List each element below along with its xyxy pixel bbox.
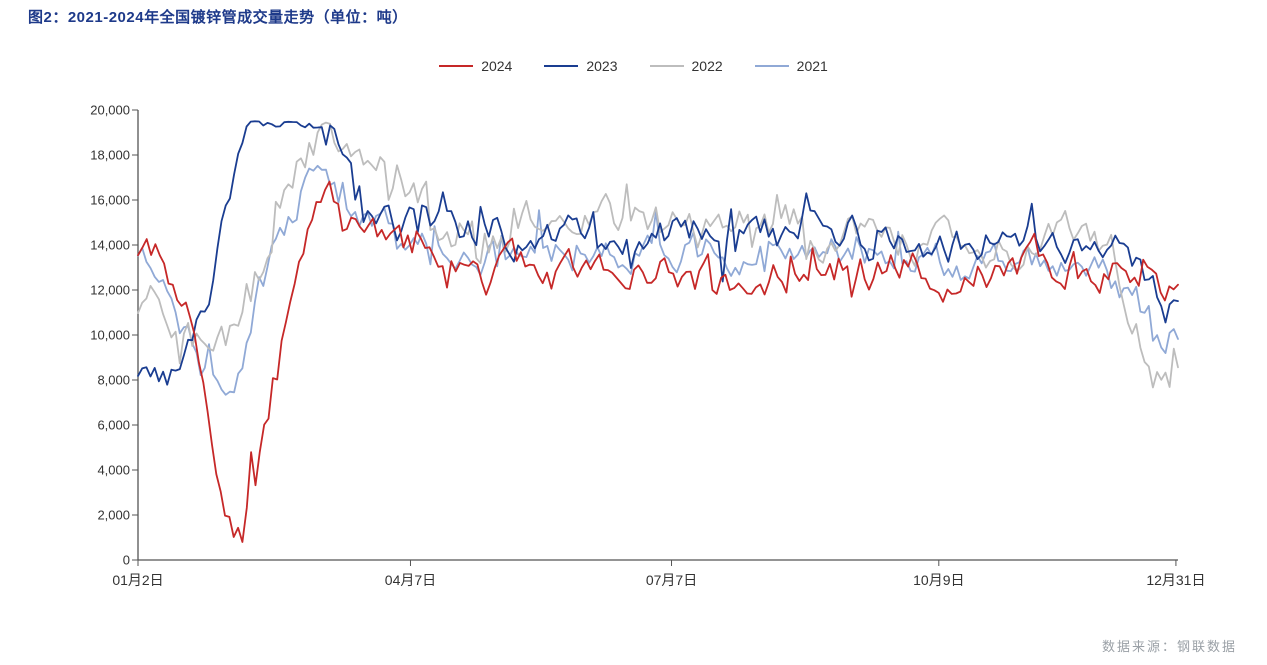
legend-item: 2022 [650,58,723,74]
x-tick-label: 10月9日 [913,570,964,590]
y-tick-label: 8,000 [10,373,130,388]
legend-label: 2022 [692,58,723,74]
legend: 2024 2023 2022 2021 [0,54,1267,74]
x-tick-label: 01月2日 [112,570,163,590]
y-tick-label: 18,000 [10,148,130,163]
series-2021 [138,166,1178,395]
y-tick-label: 16,000 [10,193,130,208]
series-2024 [138,182,1178,542]
legend-swatch [544,65,578,67]
source-text: 数据来源：钢联数据 [1102,636,1237,655]
legend-label: 2023 [586,58,617,74]
x-tick-label: 12月31日 [1146,570,1205,590]
legend-swatch [755,65,789,67]
legend-swatch [439,65,473,67]
y-tick-label: 6,000 [10,418,130,433]
plot-area [138,110,1178,560]
x-tick-label: 04月7日 [385,570,436,590]
y-tick-label: 2,000 [10,508,130,523]
chart-title: 图2：2021-2024年全国镀锌管成交量走势（单位：吨） [28,6,408,27]
y-axis-labels: 02,0004,0006,0008,00010,00012,00014,0001… [0,110,130,560]
legend-label: 2021 [797,58,828,74]
legend-item: 2021 [755,58,828,74]
x-tick-label: 07月7日 [646,570,697,590]
legend-label: 2024 [481,58,512,74]
legend-item: 2024 [439,58,512,74]
y-tick-label: 4,000 [10,463,130,478]
legend-item: 2023 [544,58,617,74]
y-tick-label: 0 [10,553,130,568]
y-tick-label: 14,000 [10,238,130,253]
y-tick-label: 10,000 [10,328,130,343]
legend-swatch [650,65,684,67]
y-tick-label: 20,000 [10,103,130,118]
y-tick-label: 12,000 [10,283,130,298]
